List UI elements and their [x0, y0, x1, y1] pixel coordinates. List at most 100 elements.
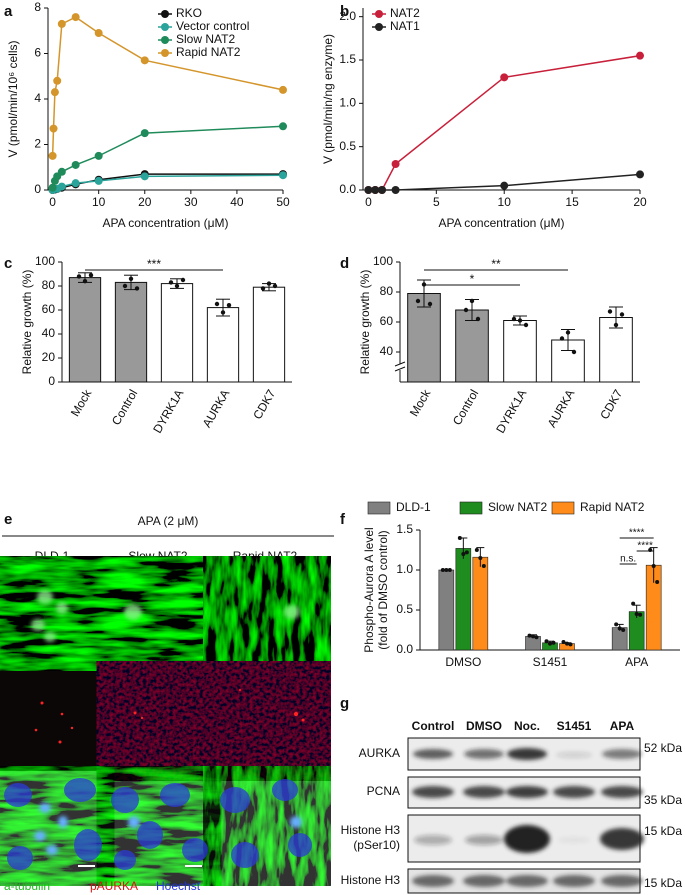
replicate-point	[214, 301, 220, 307]
data-point	[371, 186, 380, 194]
legend-label: Rapid NAT2	[580, 500, 645, 514]
series-line	[52, 174, 284, 191]
legend-label: Rapid NAT2	[176, 45, 241, 59]
x-tick-label: DMSO	[445, 655, 481, 669]
legend-swatch	[459, 501, 483, 515]
legend-marker	[161, 36, 169, 44]
replicate-point	[565, 330, 571, 335]
y-tick-label: 80	[380, 284, 394, 298]
replicate-point	[461, 552, 466, 556]
bar	[114, 281, 148, 383]
replicate-point	[607, 309, 613, 314]
series-line	[51, 125, 284, 188]
replicate-point	[568, 642, 573, 647]
x-tick-label: CDK7	[250, 387, 278, 422]
replicate-point	[88, 273, 94, 278]
y-tick-label: 40	[42, 326, 56, 340]
bar	[407, 293, 441, 383]
replicate-point	[474, 548, 479, 552]
bar	[525, 636, 541, 651]
x-tick-label: 5	[433, 195, 440, 209]
row-label: (pSer10)	[353, 838, 400, 852]
replicate-point	[463, 307, 469, 313]
replicate-point	[475, 316, 481, 322]
legend-label: RKO	[176, 6, 202, 20]
bands	[412, 748, 644, 887]
x-tick-label: AURKA	[200, 387, 233, 430]
replicate-point	[621, 628, 626, 632]
micrographs	[0, 566, 320, 876]
replicate-point	[517, 318, 523, 323]
data-point	[71, 160, 80, 169]
x-tick-label: Mock	[407, 386, 434, 419]
y-tick-label: 60	[380, 314, 394, 328]
y-tick-label: 40	[380, 344, 394, 358]
lane-label: S1451	[557, 719, 592, 733]
x-tick-label: 15	[565, 195, 579, 209]
y-tick-label: 1.0	[339, 96, 356, 110]
row-label: Histone H3	[341, 873, 401, 887]
data-point	[140, 129, 149, 138]
replicate-point	[444, 568, 449, 572]
x-axis-label: APA concentration (μM)	[438, 216, 564, 230]
replicate-point	[571, 349, 577, 355]
blots	[407, 737, 644, 894]
significance-label: n.s.	[620, 554, 636, 565]
y-tick-label: 2.0	[339, 9, 356, 23]
replicate-point	[128, 276, 134, 281]
y-tick-label: 100	[373, 254, 393, 268]
data-point	[57, 167, 66, 176]
legend-label: Vector control	[176, 19, 249, 33]
panel-letter: e	[4, 511, 12, 528]
x-tick-label: 50	[276, 195, 290, 209]
data-point	[140, 172, 149, 181]
panel-letter: g	[340, 695, 349, 712]
data-point	[500, 181, 509, 190]
panel-letter: d	[340, 255, 349, 272]
y-tick-label: 1.0	[396, 562, 413, 576]
replicate-point	[559, 336, 565, 341]
lane-label: DMSO	[466, 719, 502, 733]
replicate-point	[76, 274, 82, 279]
y-tick-label: 20	[42, 350, 56, 364]
data-point	[49, 124, 58, 133]
legend-swatch	[551, 501, 575, 515]
spindles	[31, 590, 300, 642]
data-point	[378, 186, 387, 194]
paurka-dots	[34, 689, 305, 744]
legend-marker	[375, 23, 383, 31]
data-point	[57, 182, 66, 191]
replicate-point	[655, 580, 660, 584]
x-tick-label: Control	[109, 387, 140, 428]
replicate-point	[544, 639, 549, 644]
x-tick-label: DYRK1A	[150, 387, 186, 436]
bar	[503, 320, 537, 383]
data-point	[636, 170, 644, 179]
stain-label: pAURKA	[90, 879, 138, 893]
x-tick-label: 20	[633, 195, 647, 209]
lane-label: APA	[610, 719, 635, 733]
data-point	[48, 151, 57, 160]
x-tick-label: 10	[498, 195, 512, 209]
legend-marker	[375, 10, 383, 18]
y-tick-label: 60	[42, 302, 56, 316]
data-point	[391, 186, 400, 194]
y-axis-label: Relative growth (%)	[20, 270, 34, 375]
significance-label: ****	[637, 541, 653, 552]
data-point	[636, 51, 644, 60]
data-point	[94, 176, 103, 185]
replicate-point	[531, 634, 535, 639]
replicate-point	[613, 322, 619, 328]
panel-letter: c	[4, 255, 12, 272]
row-label: Histone H3	[341, 823, 401, 837]
x-tick-label: 40	[230, 195, 244, 209]
tubulin-image	[107, 566, 211, 666]
bar	[68, 277, 102, 383]
nuclei	[4, 778, 312, 870]
bar	[455, 309, 489, 383]
y-tick-label: 1.5	[396, 522, 413, 536]
stain-label: Hoechst	[156, 879, 201, 893]
replicate-point	[614, 622, 619, 627]
y-tick-label: 4	[34, 91, 41, 105]
y-axis-label: (fold of DMSO control)	[376, 530, 390, 649]
